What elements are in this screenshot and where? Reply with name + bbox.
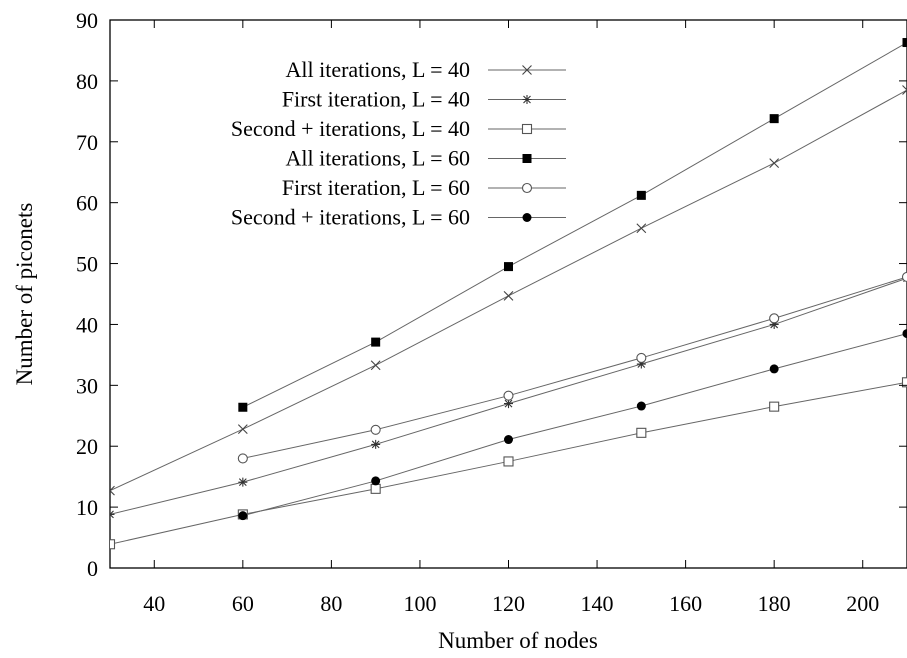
data-point bbox=[110, 509, 115, 519]
series-layer bbox=[110, 38, 907, 550]
legend-item: All iterations, L = 40 bbox=[285, 57, 566, 82]
legend-label: Second + iterations, L = 60 bbox=[231, 205, 470, 230]
x-tick-label: 180 bbox=[758, 591, 791, 616]
legend-label: Second + iterations, L = 40 bbox=[231, 116, 470, 141]
series-6 bbox=[238, 329, 907, 521]
data-point bbox=[503, 390, 514, 401]
series-5 bbox=[237, 271, 907, 464]
y-tick-label: 10 bbox=[76, 495, 98, 520]
legend-label: First iteration, L = 40 bbox=[282, 87, 470, 112]
y-tick-label: 60 bbox=[76, 191, 98, 216]
x-tick-label: 100 bbox=[403, 591, 436, 616]
data-point bbox=[901, 271, 907, 282]
data-point bbox=[238, 477, 248, 487]
data-point bbox=[503, 290, 514, 301]
data-point bbox=[636, 401, 646, 411]
y-tick-label: 0 bbox=[87, 556, 98, 581]
data-point bbox=[522, 95, 532, 104]
data-point bbox=[521, 182, 533, 194]
data-point bbox=[522, 65, 532, 75]
x-tick-label: 200 bbox=[846, 591, 879, 616]
series-2 bbox=[110, 273, 907, 519]
y-axis-label: Number of piconets bbox=[12, 203, 37, 386]
data-point bbox=[110, 485, 115, 496]
data-point bbox=[636, 427, 647, 438]
legend-item: Second + iterations, L = 60 bbox=[231, 205, 566, 230]
data-point bbox=[110, 539, 116, 550]
series-line bbox=[242, 276, 907, 459]
data-point bbox=[636, 352, 647, 363]
x-tick-label: 40 bbox=[143, 591, 165, 616]
data-point bbox=[769, 158, 780, 168]
legend-label: All iterations, L = 60 bbox=[285, 146, 470, 171]
data-point bbox=[370, 360, 381, 371]
y-tick-label: 90 bbox=[76, 8, 98, 33]
data-point bbox=[503, 456, 514, 467]
data-point bbox=[371, 476, 381, 486]
data-point bbox=[769, 313, 780, 324]
x-axis-label: Number of nodes bbox=[438, 628, 598, 653]
legend-item: First iteration, L = 40 bbox=[282, 87, 566, 112]
y-tick-label: 20 bbox=[76, 434, 98, 459]
series-line bbox=[242, 42, 907, 408]
legend-label: First iteration, L = 60 bbox=[282, 175, 470, 200]
data-point bbox=[769, 319, 779, 329]
data-point bbox=[238, 511, 248, 521]
x-tick-label: 60 bbox=[232, 591, 254, 616]
data-point bbox=[902, 38, 907, 48]
x-tick-label: 140 bbox=[581, 591, 614, 616]
legend-item: Second + iterations, L = 40 bbox=[231, 116, 566, 141]
x-tick-label: 80 bbox=[320, 591, 342, 616]
data-point bbox=[769, 114, 779, 124]
data-point bbox=[769, 401, 780, 412]
series-line bbox=[110, 89, 907, 492]
y-tick-label: 50 bbox=[76, 252, 98, 277]
data-point bbox=[522, 213, 532, 222]
series-4 bbox=[238, 38, 907, 412]
x-tick-label: 160 bbox=[669, 591, 702, 616]
data-point bbox=[636, 359, 646, 369]
data-point bbox=[901, 377, 907, 388]
data-point bbox=[504, 262, 513, 272]
data-point bbox=[522, 154, 532, 163]
y-tick-label: 80 bbox=[76, 69, 98, 94]
data-point bbox=[370, 424, 381, 435]
y-tick-label: 70 bbox=[76, 130, 98, 155]
y-tick-label: 40 bbox=[76, 312, 98, 337]
y-tick-label: 30 bbox=[76, 373, 98, 398]
x-tick-label: 120 bbox=[492, 591, 525, 616]
series-line bbox=[242, 333, 907, 517]
data-point bbox=[238, 402, 248, 412]
data-point bbox=[636, 223, 647, 234]
data-point bbox=[521, 123, 533, 135]
data-point bbox=[237, 424, 248, 435]
data-point bbox=[504, 435, 513, 445]
data-point bbox=[902, 85, 907, 95]
data-point bbox=[371, 439, 381, 449]
series-1 bbox=[110, 85, 907, 496]
data-point bbox=[370, 483, 381, 494]
legend-item: All iterations, L = 60 bbox=[285, 146, 566, 171]
tick-labels: 0 10 20 30 40 50 60 70 80 90 40 60 80 100 120 140 160 180… bbox=[76, 8, 907, 616]
data-point bbox=[902, 329, 907, 339]
data-point bbox=[371, 337, 381, 347]
legend: All iterations, L = 40 First iteration, L… bbox=[231, 57, 566, 230]
data-point bbox=[636, 190, 646, 200]
legend-item: First iteration, L = 60 bbox=[282, 175, 566, 200]
data-point bbox=[504, 399, 513, 409]
data-point bbox=[769, 364, 779, 374]
data-point bbox=[237, 453, 248, 464]
legend-label: All iterations, L = 40 bbox=[285, 57, 470, 82]
